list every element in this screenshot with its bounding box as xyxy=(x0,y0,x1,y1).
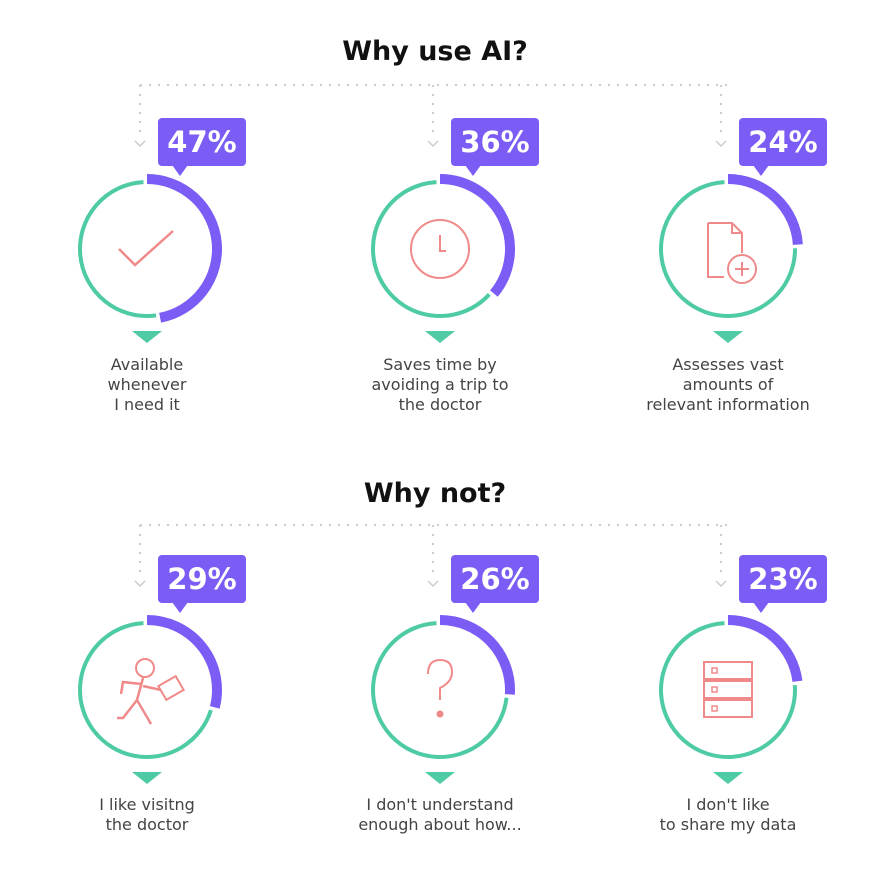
donut-remainder-arc xyxy=(659,621,797,759)
label-line: Assesses vast xyxy=(672,355,784,374)
server-icon xyxy=(703,661,753,718)
donut-value-arc xyxy=(146,174,222,323)
label-line: Available xyxy=(110,355,184,374)
chevron-down-icon xyxy=(134,580,146,588)
clock-icon xyxy=(410,219,470,279)
pointer-triangle-icon xyxy=(425,772,455,784)
item-label: I don't understand enough about how... xyxy=(330,795,550,835)
percent-bubble: 47% xyxy=(158,118,246,176)
pointer-triangle-icon xyxy=(425,331,455,343)
document-outline xyxy=(707,222,743,278)
donut-value-arc xyxy=(146,615,222,709)
label-line: I need it xyxy=(114,395,180,414)
donut-remainder-arc xyxy=(371,621,509,759)
donut-value-arc xyxy=(727,615,803,682)
label-line: relevant information xyxy=(646,395,810,414)
label-line: to share my data xyxy=(659,815,797,834)
label-line: amounts of xyxy=(682,375,774,394)
label-line: I don't like xyxy=(686,795,770,814)
item-label: I don't like to share my data xyxy=(618,795,838,835)
item-label: Available whenever I need it xyxy=(37,355,257,415)
label-line: I don't understand xyxy=(366,795,514,814)
server-unit xyxy=(703,680,753,699)
donut-remainder-arc xyxy=(371,180,491,318)
percent-bubble: 24% xyxy=(739,118,827,176)
server-light xyxy=(711,667,718,674)
pointer-triangle-icon xyxy=(713,331,743,343)
chevron-down-icon xyxy=(427,140,439,148)
donut-value-arc xyxy=(727,174,803,246)
donut-remainder-arc xyxy=(659,180,797,318)
donut-value-arc xyxy=(439,174,515,297)
pointer-triangle-icon xyxy=(713,772,743,784)
question-mark-icon xyxy=(427,658,454,718)
document-plus-icon xyxy=(707,222,757,284)
section-title-why-use: Why use AI? xyxy=(342,36,528,67)
chevron-down-icon xyxy=(715,580,727,588)
clock-face xyxy=(410,219,470,279)
percent-bubble: 36% xyxy=(451,118,539,176)
percent-bubble: 26% xyxy=(451,555,539,613)
donut-remainder-arc xyxy=(78,180,157,318)
section-title-why-not: Why not? xyxy=(363,478,507,509)
label-line: whenever xyxy=(107,375,187,394)
person-body xyxy=(117,677,162,725)
plus-sign xyxy=(735,262,749,276)
percent-bubble: 29% xyxy=(158,555,246,613)
donut-value-arc xyxy=(439,615,515,695)
pointer-triangle-icon xyxy=(132,772,162,784)
server-unit xyxy=(703,699,753,718)
checkmark-icon xyxy=(118,230,174,267)
clock-hands xyxy=(439,235,446,252)
briefcase xyxy=(156,674,186,702)
server-unit xyxy=(703,661,753,680)
chevron-down-icon xyxy=(715,140,727,148)
label-line: enough about how... xyxy=(358,815,522,834)
donut-remainder-arc xyxy=(78,621,213,759)
question-dot xyxy=(436,710,444,718)
percent-bubble: 23% xyxy=(739,555,827,613)
label-line: Saves time by xyxy=(383,355,497,374)
item-label: Saves time by avoiding a trip to the docto… xyxy=(330,355,550,415)
pointer-triangle-icon xyxy=(132,331,162,343)
chevron-down-icon xyxy=(427,580,439,588)
person-head xyxy=(135,658,155,678)
question-curve xyxy=(427,658,454,700)
item-label: Assesses vast amounts of relevant informat… xyxy=(618,355,838,415)
label-line: avoiding a trip to xyxy=(371,375,509,394)
chevron-down-icon xyxy=(134,140,146,148)
running-person-icon xyxy=(117,658,186,725)
checkmark-icon xyxy=(118,230,174,267)
server-light xyxy=(711,686,718,693)
label-line: the doctor xyxy=(105,815,189,834)
label-line: the doctor xyxy=(398,395,482,414)
item-label: I like visitng the doctor xyxy=(37,795,257,835)
server-light xyxy=(711,705,718,712)
label-line: I like visitng xyxy=(99,795,195,814)
